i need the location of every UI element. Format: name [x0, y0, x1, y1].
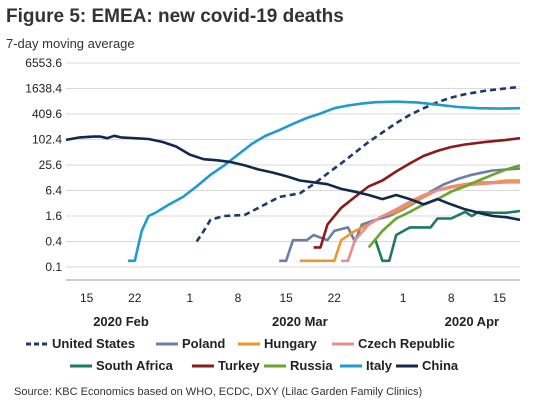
x-tick-label: 15 [493, 291, 507, 305]
legend-item-italy: Italy [340, 358, 393, 373]
month-label: 2020 Mar [272, 314, 328, 329]
series-line-united-states [195, 85, 521, 243]
series-line-czech-republic [341, 181, 520, 263]
month-label: 2020 Apr [445, 314, 499, 329]
legend-item-hungary: Hungary [238, 336, 318, 351]
chart-title: Figure 5: EMEA: new covid-19 deaths [6, 6, 344, 27]
month-label: 2020 Feb [93, 314, 149, 329]
legend-item-russia: Russia [264, 358, 333, 373]
legend-label: Czech Republic [358, 336, 455, 351]
x-tick-label: 15 [279, 291, 293, 305]
chart-subtitle: 7-day moving average [6, 36, 135, 51]
series-line-russia [367, 164, 521, 249]
legend-label: United States [52, 336, 135, 351]
grid [66, 62, 520, 268]
y-tick-label: 1638.4 [25, 82, 62, 96]
x-tick-label: 8 [235, 291, 242, 305]
legend-item-china: China [396, 358, 459, 373]
legend-label: Italy [366, 358, 393, 373]
legend-label: South Africa [96, 358, 174, 373]
series-line-italy [127, 100, 521, 263]
x-tick-label: 8 [448, 291, 455, 305]
legend-label: Hungary [264, 336, 318, 351]
legend-item-south-africa: South Africa [70, 358, 174, 373]
legend-label: China [422, 358, 459, 373]
legend-item-czech-republic: Czech Republic [332, 336, 455, 351]
y-tick-label: 25.6 [39, 158, 63, 172]
legend-label: Russia [290, 358, 333, 373]
legend-label: Turkey [218, 358, 260, 373]
series-line-south-africa [374, 209, 521, 263]
y-tick-label: 1.6 [45, 209, 62, 223]
legend: United States Poland Hungary Czech Republic… [26, 336, 459, 373]
legend-label: Poland [182, 336, 225, 351]
y-tick-label: 102.4 [32, 133, 62, 147]
series-line-hungary [299, 179, 520, 263]
y-tick-label: 0.1 [45, 260, 62, 274]
x-tick-label: 22 [328, 291, 342, 305]
x-tick-label: 1 [186, 291, 193, 305]
y-tick-label: 6553.6 [25, 56, 62, 70]
legend-item-united-states: United States [26, 336, 135, 351]
source-note: Source: KBC Economics based on WHO, ECDC… [14, 386, 423, 398]
series-line-turkey [313, 136, 521, 249]
y-tick-label: 409.6 [32, 107, 62, 121]
x-tick-label: 15 [80, 291, 94, 305]
x-tick-label: 1 [400, 291, 407, 305]
chart-canvas: 6553.6 1638.4 409.6 102.4 25.6 6.4 1.6 0.4 0.1 15… [25, 56, 521, 373]
series-line-china [65, 134, 521, 222]
series-lines [65, 85, 521, 263]
x-tick-label: 22 [128, 291, 142, 305]
legend-item-turkey: Turkey [192, 358, 260, 373]
legend-item-poland: Poland [156, 336, 225, 351]
y-tick-label: 6.4 [45, 184, 62, 198]
y-tick-label: 0.4 [45, 235, 62, 249]
axes: 6553.6 1638.4 409.6 102.4 25.6 6.4 1.6 0.4 0.1 15… [25, 56, 520, 329]
